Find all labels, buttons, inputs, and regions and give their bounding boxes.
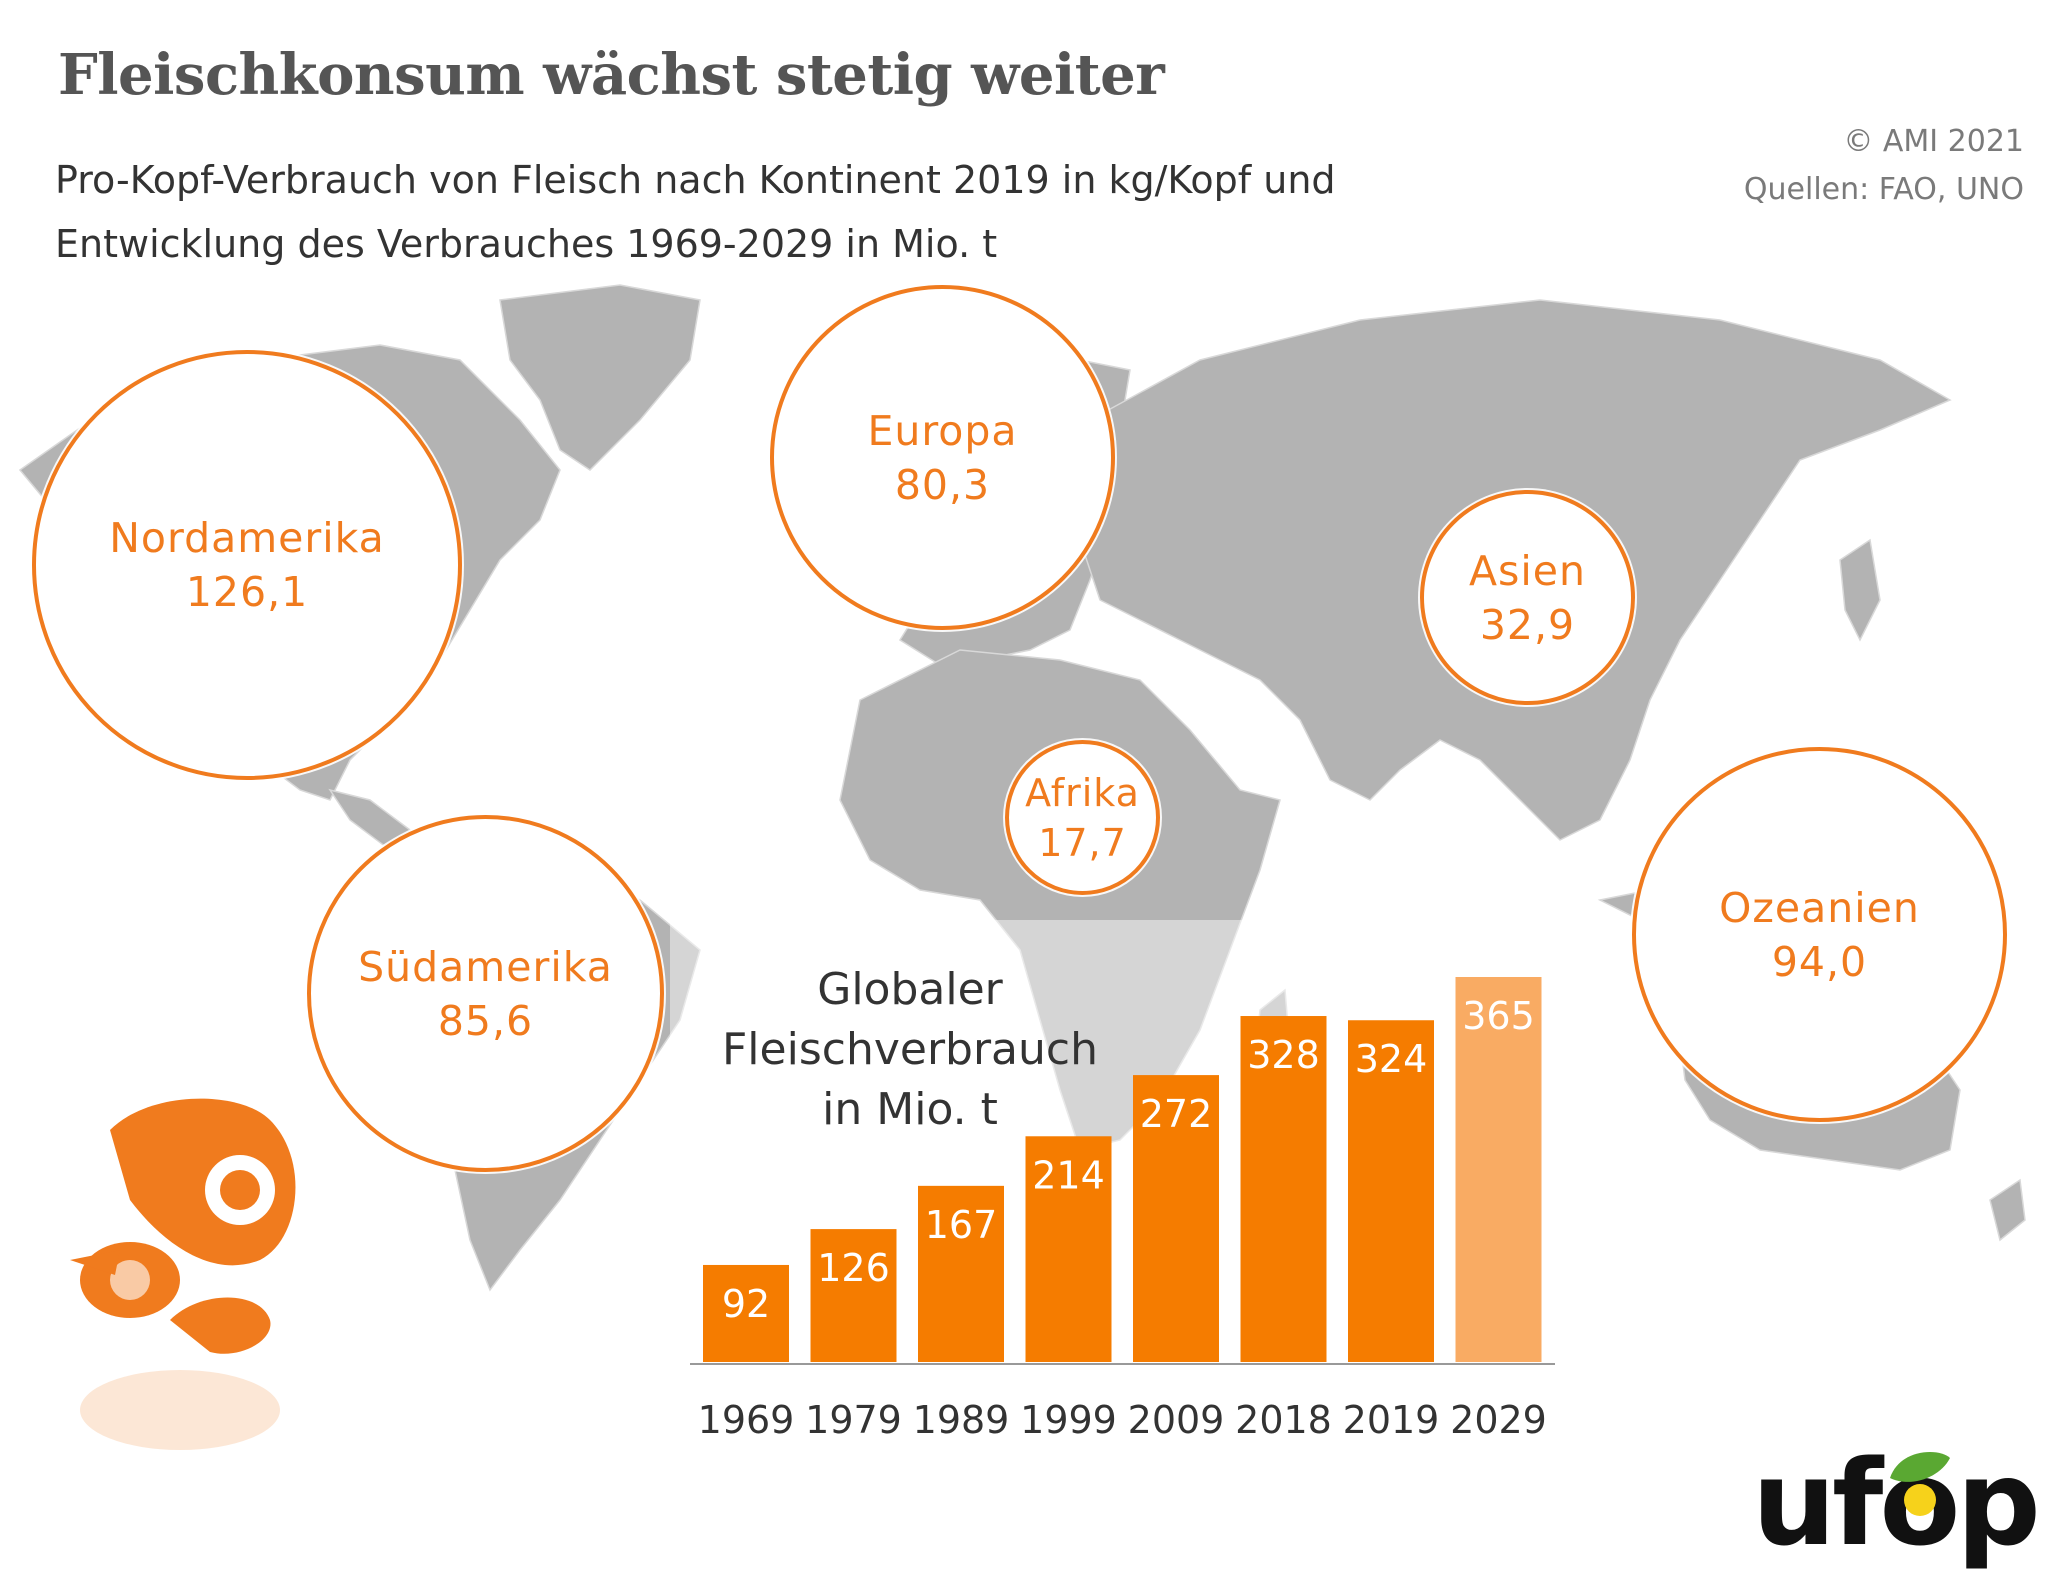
bar-2009 [1133,1075,1219,1362]
bar-1979 [810,1229,897,1362]
bubble-label: Ozeanien [1719,883,1920,932]
x-tick-label: 2019 [1343,1398,1440,1442]
new-zealand-shape [1989,1178,2026,1242]
bar-1999 [1025,1136,1112,1362]
bar-value-label: 167 [925,1203,998,1247]
bubble-value: 32,9 [1479,600,1576,649]
subtitle-line-2: Entwicklung des Verbrauches 1969-2029 in… [55,222,998,266]
chart-title-line-1: Globaler [817,964,1003,1015]
bar-value-label: 126 [817,1246,890,1290]
logo-text: ufop [1752,1434,2041,1572]
credits: © AMI 2021 Quellen: FAO, UNO [1744,118,2024,214]
logo-leaf-icon [1890,1452,1950,1516]
japan-shape [1839,538,1881,642]
bubble-ozeanien: Ozeanien 94,0 [1632,747,2007,1122]
bar-value-label: 365 [1462,994,1535,1038]
page-title: Fleischkonsum wächst stetig weiter [58,42,1165,108]
bar-2019 [1348,1020,1434,1362]
x-tick-label: 1989 [913,1398,1010,1442]
bubble-label: Südamerika [358,942,613,991]
subtitle-line-1: Pro-Kopf-Verbrauch von Fleisch nach Kont… [55,158,1336,202]
x-tick-label: 2029 [1450,1398,1547,1442]
x-tick-label: 1999 [1020,1398,1117,1442]
bar-1969 [703,1264,789,1362]
copyright-text: © AMI 2021 [1843,124,2024,159]
bubble-value: 17,7 [1038,820,1127,865]
bar-1989 [918,1185,1004,1362]
bubble-value: 85,6 [437,996,534,1045]
subtitle: Pro-Kopf-Verbrauch von Fleisch nach Kont… [55,148,1555,276]
chart-title: Globaler Fleischverbrauch in Mio. t [690,960,1130,1140]
bubble-label: Europa [867,406,1018,455]
ufop-logo: ufop [1752,1444,2041,1562]
greenland-shape [499,284,701,471]
bubble-asien: Asien 32,9 [1420,490,1635,705]
bar-value-label: 92 [722,1282,770,1326]
bar-value-label: 324 [1355,1037,1428,1081]
chart-title-line-3: in Mio. t [822,1084,998,1135]
x-tick-label: 1969 [698,1398,795,1442]
bubble-value: 94,0 [1771,937,1868,986]
bubble-label: Asien [1468,546,1586,595]
x-tick-label: 2018 [1235,1398,1332,1442]
bubble-afrika: Afrika 17,7 [1005,740,1160,895]
bar-value-label: 328 [1247,1033,1320,1077]
bar-2029 [1455,977,1542,1362]
x-tick-label: 2009 [1128,1398,1225,1442]
bubble-suedamerika: Südamerika 85,6 [307,815,664,1172]
bubble-value: 126,1 [185,568,309,616]
sources-text: Quellen: FAO, UNO [1743,172,2024,207]
bubble-label: Nordamerika [109,514,385,562]
bubble-europa: Europa 80,3 [770,285,1115,630]
bar-value-label: 272 [1140,1092,1213,1136]
x-tick-label: 1979 [805,1398,902,1442]
chart-title-line-2: Fleischverbrauch [722,1024,1098,1075]
bubble-label: Afrika [1025,770,1140,815]
meat-icon [70,1098,296,1450]
bubble-nordamerika: Nordamerika 126,1 [32,350,462,780]
bubble-value: 80,3 [894,460,991,509]
bar-2018 [1240,1016,1327,1362]
bar-value-label: 214 [1032,1153,1105,1197]
